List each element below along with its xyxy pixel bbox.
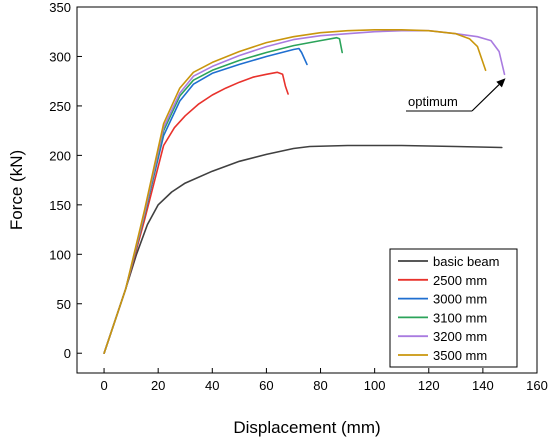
y-axis-title: Force (kN) <box>7 150 26 230</box>
series-line-3 <box>103 36 344 355</box>
y-tick-label: 350 <box>49 0 71 15</box>
annotation-arrowhead <box>496 78 506 88</box>
x-tick-label: 20 <box>151 378 165 393</box>
x-tick-label: 0 <box>100 378 107 393</box>
y-tick-label: 50 <box>57 297 71 312</box>
legend-label-4: 3200 mm <box>433 329 487 344</box>
x-axis-title: Displacement (mm) <box>233 418 380 437</box>
series-line-0 <box>103 144 503 355</box>
y-tick-label: 150 <box>49 198 71 213</box>
x-tick-label: 160 <box>526 378 548 393</box>
legend: basic beam 2500 mm 3000 mm 3100 mm 3200 mm 35… <box>389 248 518 368</box>
series-line-2 <box>103 47 308 355</box>
series-line-5 <box>103 28 487 355</box>
y-tick-label: 250 <box>49 99 71 114</box>
y-tick-label: 100 <box>49 247 71 262</box>
y-tick-label: 200 <box>49 148 71 163</box>
legend-label-5: 3500 mm <box>433 348 487 363</box>
x-tick-label: 120 <box>418 378 440 393</box>
legend-box <box>389 248 518 368</box>
annotation-arrow <box>471 84 500 112</box>
y-axis: 0 50 100 150 200 250 300 350 <box>49 0 82 361</box>
annotation-text: optimum <box>408 94 458 109</box>
legend-label-2: 3000 mm <box>433 292 487 307</box>
x-axis: 0 20 40 60 80 100 120 140 160 <box>100 368 548 393</box>
series-lines <box>103 28 506 355</box>
y-tick-label: 0 <box>64 346 71 361</box>
x-tick-label: 60 <box>259 378 273 393</box>
x-tick-label: 80 <box>313 378 327 393</box>
series-line-1 <box>103 71 289 355</box>
series-line-4 <box>103 29 506 355</box>
x-tick-label: 40 <box>205 378 219 393</box>
y-tick-label: 300 <box>49 49 71 64</box>
legend-label-1: 2500 mm <box>433 273 487 288</box>
x-tick-label: 140 <box>472 378 494 393</box>
plot-area-frame <box>76 6 538 374</box>
annotation: optimum <box>406 78 506 112</box>
legend-label-3: 3100 mm <box>433 310 487 325</box>
legend-label-0: basic beam <box>433 254 499 269</box>
x-tick-label: 100 <box>364 378 386 393</box>
